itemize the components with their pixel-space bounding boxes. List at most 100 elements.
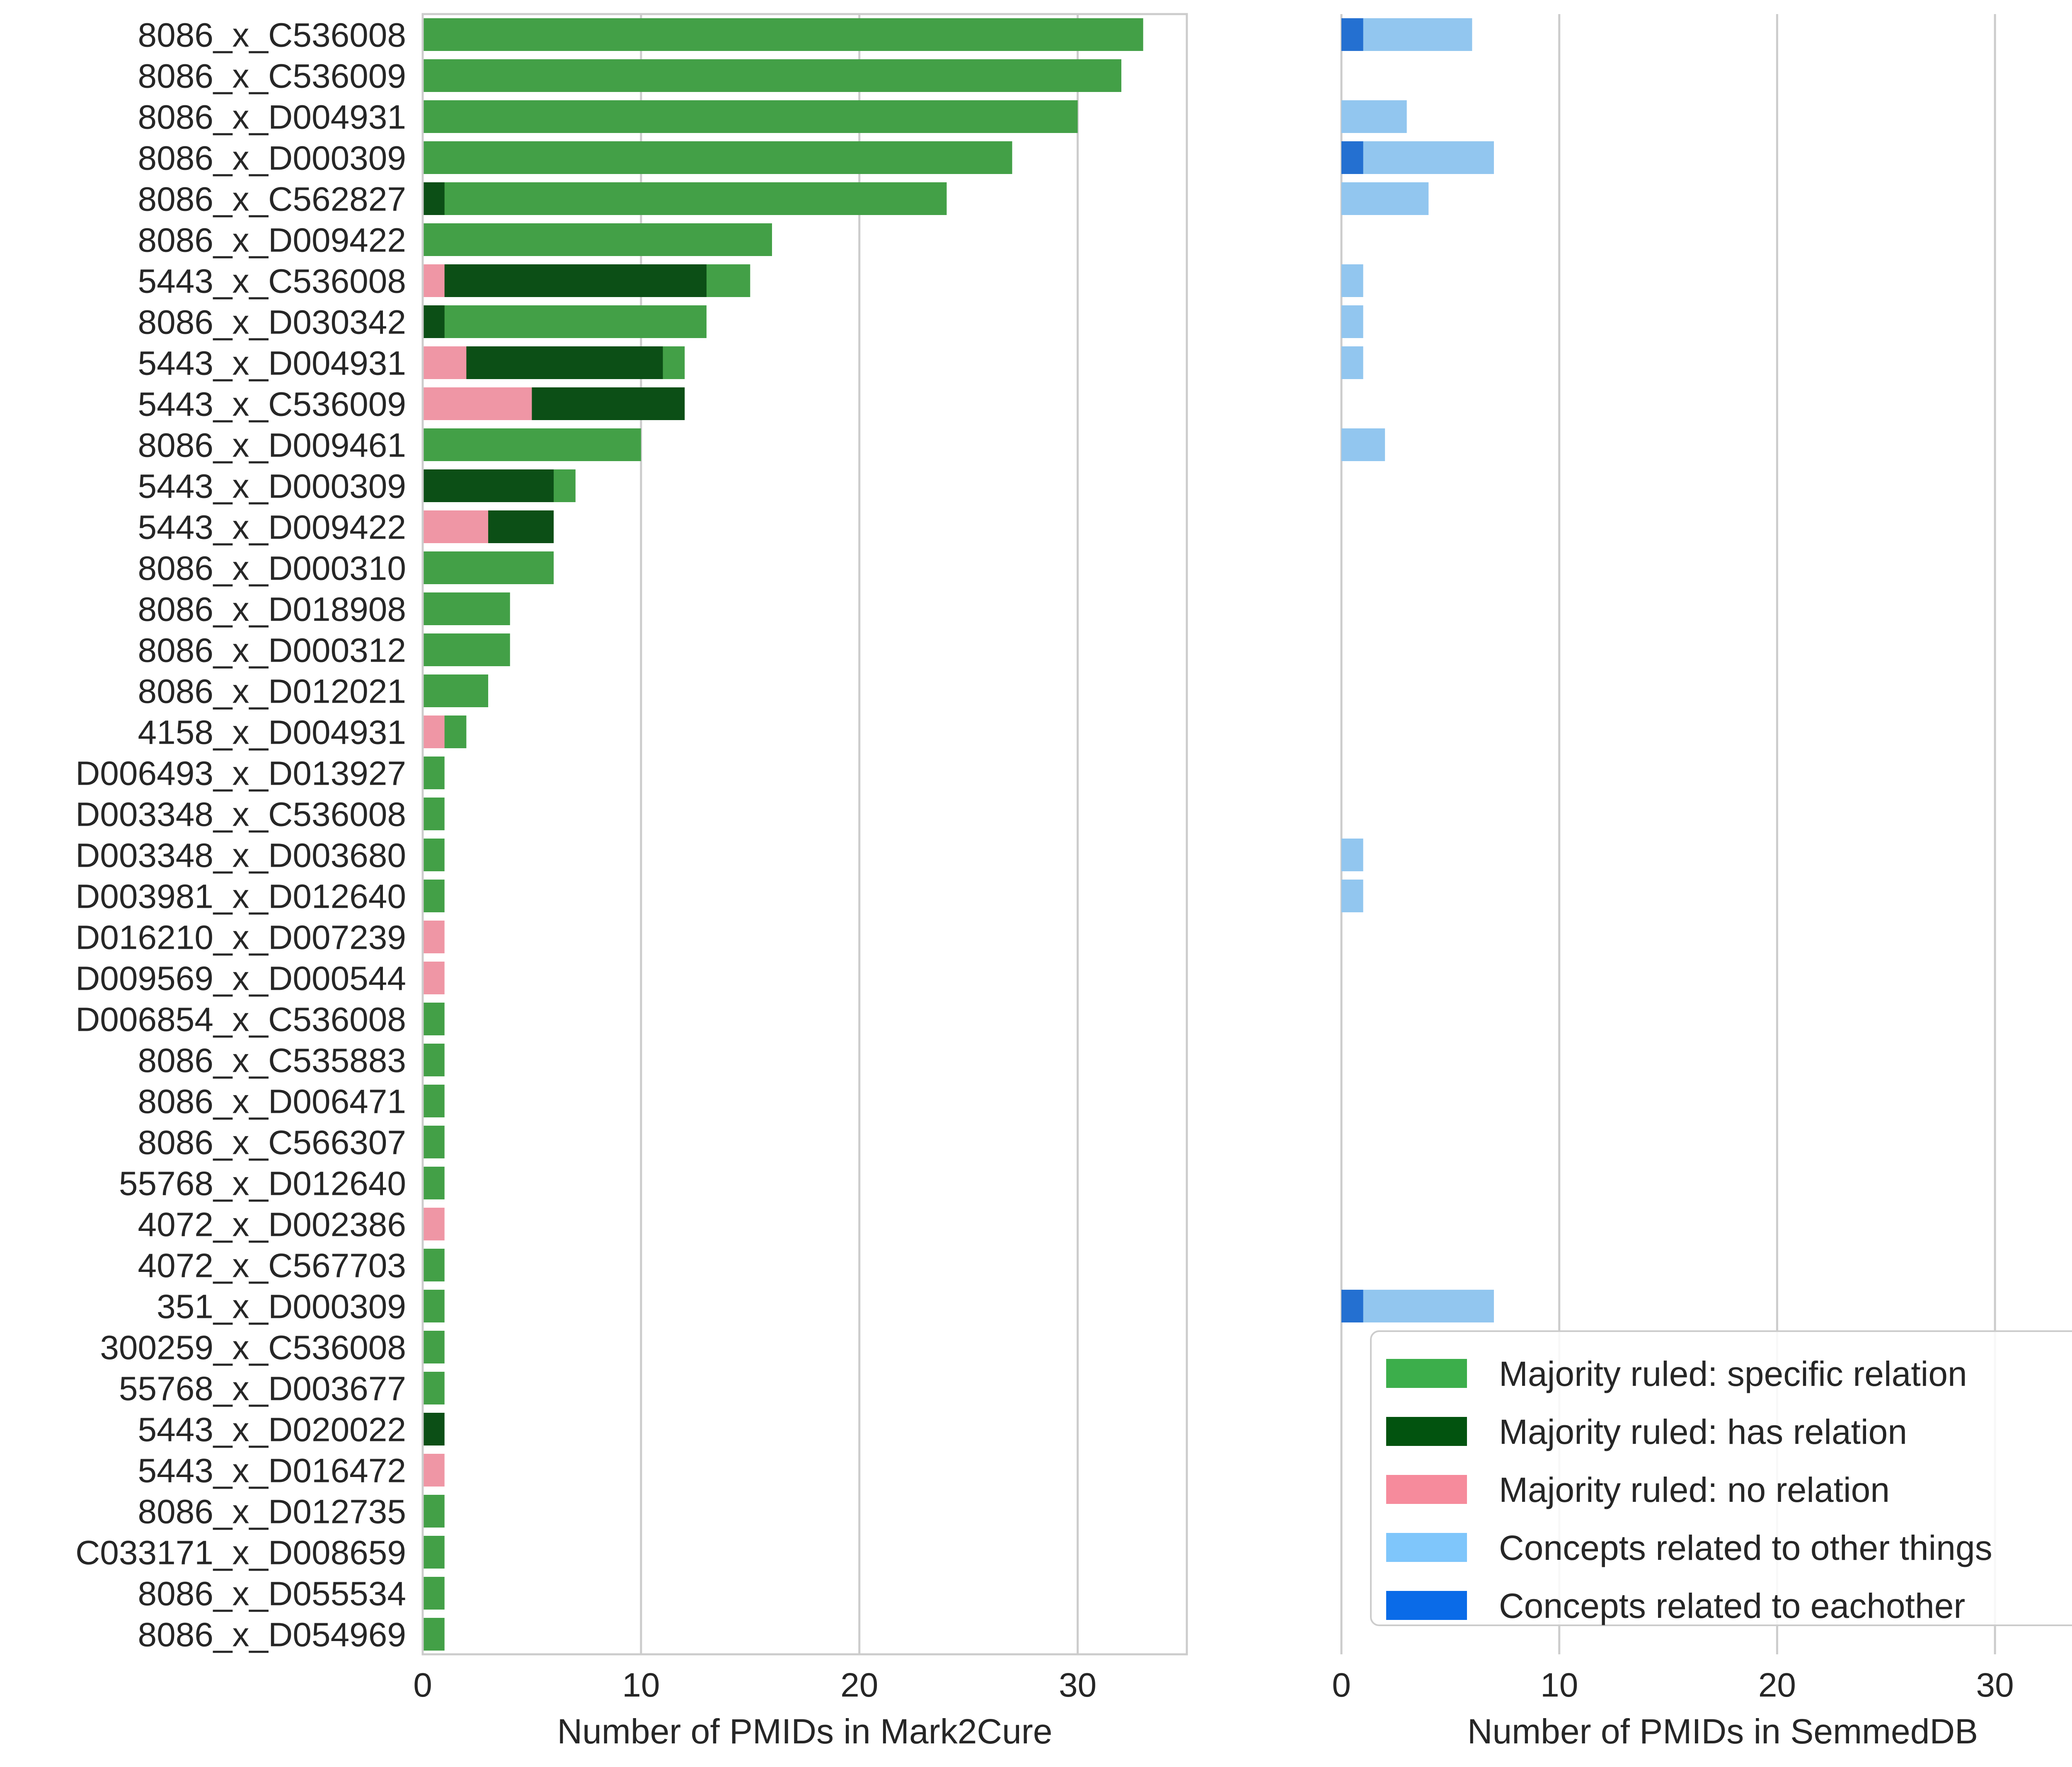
left-bar-5443_x_C536008-s2 xyxy=(423,264,445,297)
left-bar-D003348_x_C536008-s0 xyxy=(423,798,445,830)
right-bar-8086_x_D000309-s0 xyxy=(1341,141,1494,174)
legend-label: Concepts related to other things xyxy=(1499,1528,1992,1567)
left-bar-5443_x_D000309-s1 xyxy=(423,469,554,502)
left-x-tick-20: 20 xyxy=(840,1666,878,1704)
legend-swatch xyxy=(1386,1591,1467,1620)
left-bar-8086_x_D009422-s0 xyxy=(423,223,772,256)
left-bar-D009569_x_D000544-s2 xyxy=(423,962,445,994)
left-x-tick-30: 30 xyxy=(1059,1666,1097,1704)
category-label: 5443_x_D016472 xyxy=(138,1452,406,1490)
category-label: 8086_x_C562827 xyxy=(138,181,406,218)
category-label: 8086_x_D009422 xyxy=(138,222,406,259)
category-label: D003348_x_C536008 xyxy=(75,796,406,834)
right-bar-8086_x_C562827-s0 xyxy=(1341,182,1429,215)
right-x-tick-20: 20 xyxy=(1758,1666,1796,1704)
category-label: 8086_x_D012021 xyxy=(138,673,406,711)
left-bar-4072_x_D002386-s2 xyxy=(423,1208,445,1240)
right-bar-351_x_D000309-s1 xyxy=(1341,1290,1363,1322)
category-label: 8086_x_C566307 xyxy=(138,1124,406,1162)
category-label: D003981_x_D012640 xyxy=(75,878,406,916)
left-bar-351_x_D000309-s0 xyxy=(423,1290,445,1322)
right-x-tick-30: 30 xyxy=(1976,1666,2014,1704)
left-x-axis-label: Number of PMIDs in Mark2Cure xyxy=(557,1712,1053,1751)
legend-swatch xyxy=(1386,1533,1467,1562)
category-label: D006493_x_D013927 xyxy=(75,755,406,793)
legend-swatch xyxy=(1386,1475,1467,1504)
right-bar-D003348_x_D003680-s0 xyxy=(1341,839,1363,871)
right-x-tick-10: 10 xyxy=(1540,1666,1578,1704)
category-label: 55768_x_D003677 xyxy=(119,1370,406,1408)
category-label: D006854_x_C536008 xyxy=(75,1001,406,1039)
right-bar-8086_x_D000309-s1 xyxy=(1341,141,1363,174)
right-x-axis-label: Number of PMIDs in SemmedDB xyxy=(1467,1712,1978,1751)
left-bar-8086_x_C566307-s0 xyxy=(423,1126,445,1158)
left-bar-C033171_x_D008659-s0 xyxy=(423,1536,445,1569)
left-bar-5443_x_D016472-s2 xyxy=(423,1454,445,1487)
category-label: 5443_x_C536009 xyxy=(138,386,406,423)
category-label: 4072_x_D002386 xyxy=(138,1206,406,1244)
left-bar-8086_x_D004931-s0 xyxy=(423,100,1078,133)
category-label: 5443_x_C536008 xyxy=(138,263,406,300)
category-label: 8086_x_D006471 xyxy=(138,1083,406,1121)
left-bar-8086_x_D000312-s0 xyxy=(423,633,510,666)
left-bar-8086_x_C536008-s0 xyxy=(423,18,1143,51)
left-bar-8086_x_D000310-s0 xyxy=(423,551,554,584)
category-label: 5443_x_D004931 xyxy=(138,345,406,382)
left-bar-D006854_x_C536008-s0 xyxy=(423,1003,445,1035)
left-bar-8086_x_D030342-s0 xyxy=(423,305,707,338)
category-label: 351_x_D000309 xyxy=(157,1288,406,1326)
category-label: 8086_x_D000310 xyxy=(138,550,406,587)
left-bars xyxy=(423,18,1143,1651)
left-bar-4072_x_C567703-s0 xyxy=(423,1249,445,1281)
category-label: 8086_x_D018908 xyxy=(138,591,406,628)
right-bar-8086_x_D030342-s0 xyxy=(1341,305,1363,338)
category-label: D003348_x_D003680 xyxy=(75,837,406,875)
left-bar-5443_x_D009422-s2 xyxy=(423,510,489,543)
left-bar-5443_x_C536009-s2 xyxy=(423,387,532,420)
left-bar-300259_x_C536008-s0 xyxy=(423,1331,445,1363)
category-label: 8086_x_D055534 xyxy=(138,1575,406,1613)
left-bar-55768_x_D012640-s0 xyxy=(423,1167,445,1199)
category-label: 8086_x_D000312 xyxy=(138,632,406,670)
left-bar-55768_x_D003677-s0 xyxy=(423,1372,445,1404)
right-x-tick-0: 0 xyxy=(1332,1666,1351,1704)
category-label: 8086_x_D004931 xyxy=(138,99,406,136)
left-bar-4158_x_D004931-s2 xyxy=(423,716,445,748)
left-bar-8086_x_D006471-s0 xyxy=(423,1085,445,1117)
left-bar-D003981_x_D012640-s0 xyxy=(423,880,445,912)
right-bar-8086_x_C536008-s1 xyxy=(1341,18,1363,51)
left-category-labels: 8086_x_C536008 8086_x_C536009 8086_x_D0049… xyxy=(75,17,406,1654)
left-x-tick-0: 0 xyxy=(413,1666,432,1704)
left-bar-8086_x_D012735-s0 xyxy=(423,1495,445,1528)
category-label: 5443_x_D000309 xyxy=(138,468,406,505)
category-label: 8086_x_D009461 xyxy=(138,427,406,464)
right-bars xyxy=(1341,18,1494,1322)
left-x-tick-labels: 0 10 20 30 xyxy=(413,1666,1097,1704)
category-label: C033171_x_D008659 xyxy=(75,1534,406,1572)
category-label: 300259_x_C536008 xyxy=(100,1329,406,1367)
category-label: 8086_x_D054969 xyxy=(138,1616,406,1654)
right-x-tick-labels: 0 10 20 30 xyxy=(1332,1666,2014,1704)
left-bar-5443_x_D020022-s1 xyxy=(423,1413,445,1446)
left-bar-8086_x_D018908-s0 xyxy=(423,592,510,625)
right-bar-351_x_D000309-s0 xyxy=(1341,1290,1494,1322)
legend-frame xyxy=(1370,1330,2072,1626)
category-label: 8086_x_D030342 xyxy=(138,304,406,341)
legend-label: Majority ruled: no relation xyxy=(1499,1470,1890,1509)
category-label: D016210_x_D007239 xyxy=(75,919,406,957)
left-x-tick-10: 10 xyxy=(622,1666,660,1704)
legend-swatch xyxy=(1386,1417,1467,1446)
left-bar-5443_x_C536008-s1 xyxy=(423,264,707,297)
category-label: 4072_x_C567703 xyxy=(138,1247,406,1285)
left-bar-8086_x_C536009-s0 xyxy=(423,59,1121,92)
left-bar-8086_x_D012021-s0 xyxy=(423,674,489,707)
right-bar-8086_x_D009461-s0 xyxy=(1341,428,1385,461)
category-label: 5443_x_D009422 xyxy=(138,509,406,546)
category-label: 8086_x_C535883 xyxy=(138,1042,406,1080)
category-label: 8086_x_C536009 xyxy=(138,58,406,95)
category-label: 55768_x_D012640 xyxy=(119,1165,406,1203)
left-bar-8086_x_D054969-s0 xyxy=(423,1618,445,1651)
left-bar-8086_x_D055534-s0 xyxy=(423,1577,445,1610)
left-bar-8086_x_D030342-s1 xyxy=(423,305,445,338)
